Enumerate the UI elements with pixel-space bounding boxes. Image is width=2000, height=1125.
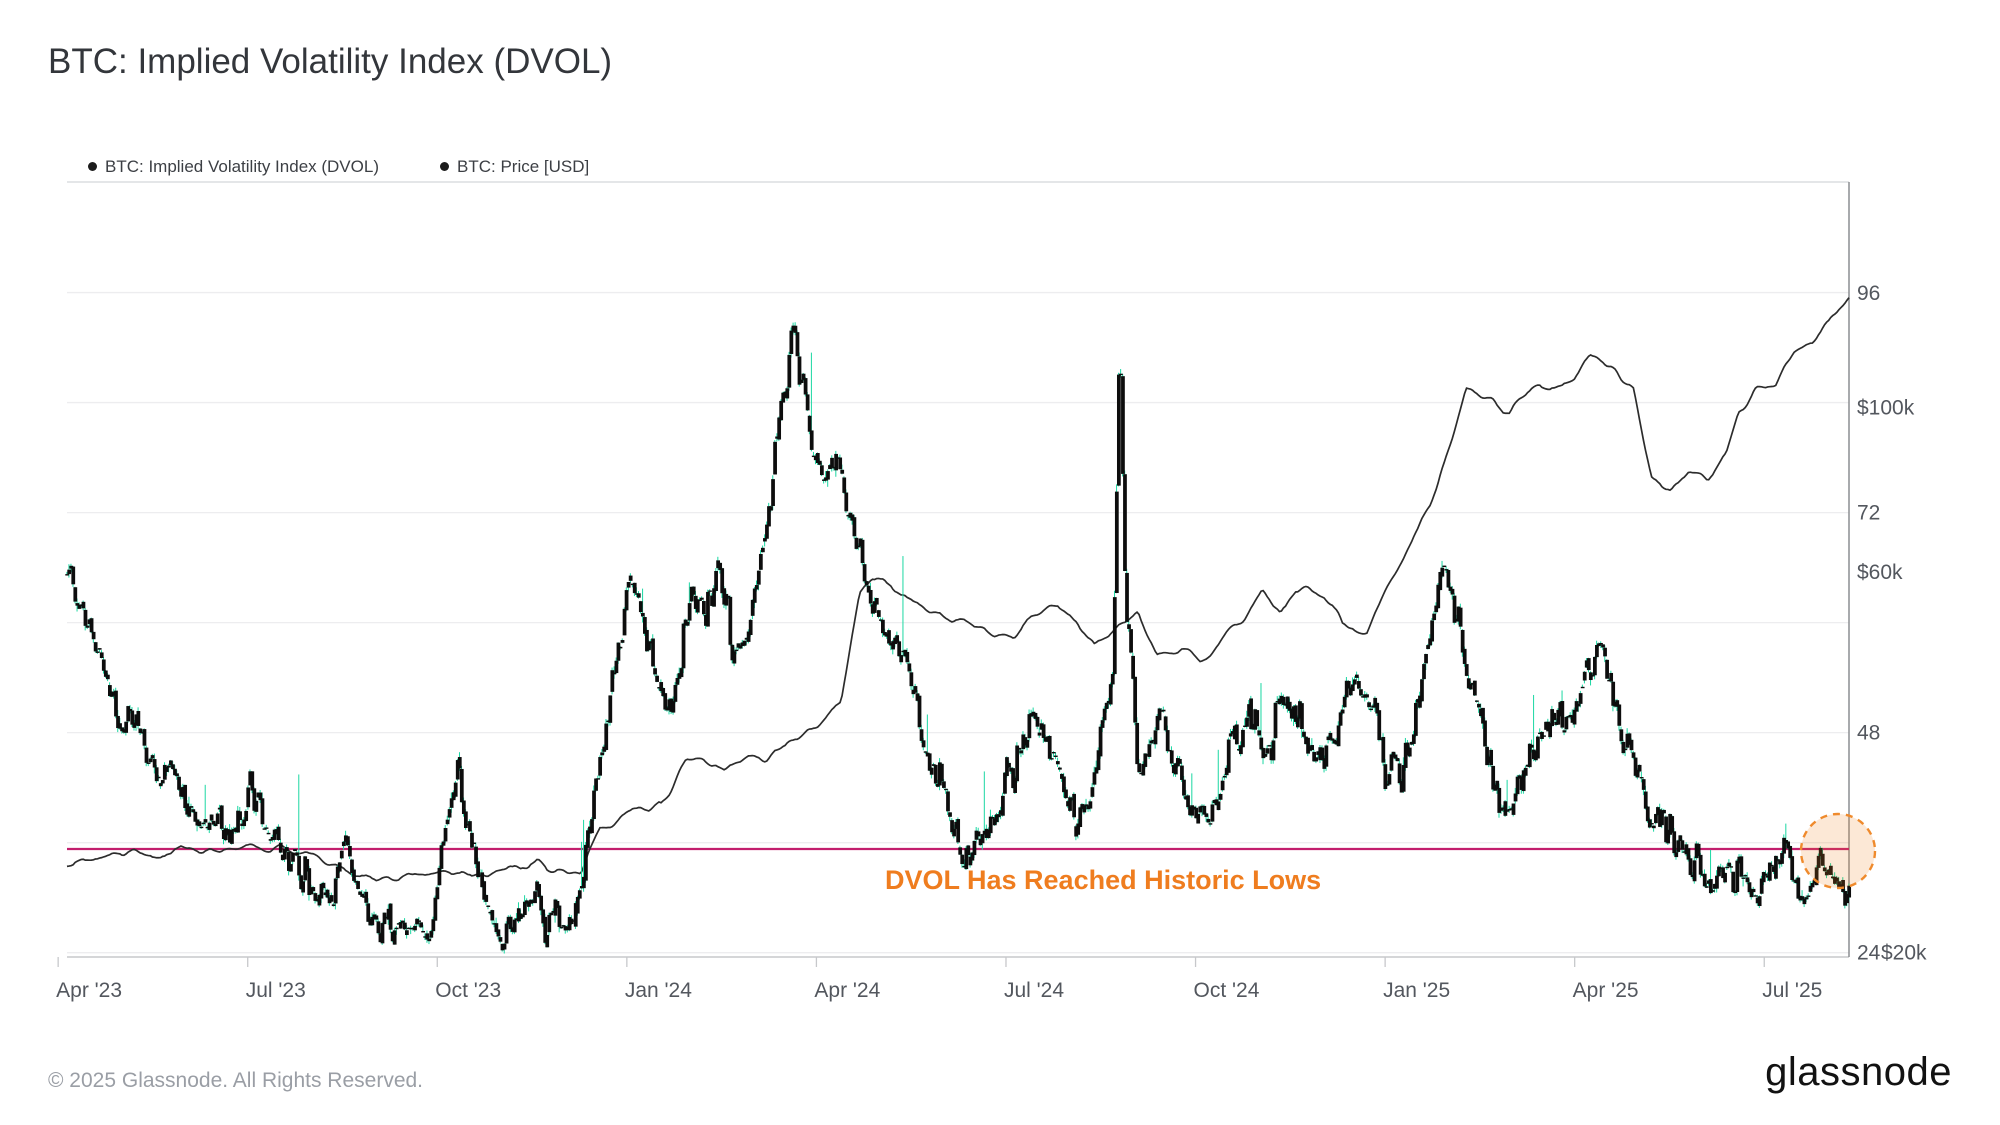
svg-text:48: 48	[1857, 722, 1880, 745]
svg-text:Oct '23: Oct '23	[435, 979, 501, 1002]
svg-text:$60k: $60k	[1857, 561, 1903, 584]
svg-text:DVOL Has Reached Historic Lows: DVOL Has Reached Historic Lows	[885, 865, 1321, 895]
svg-text:Apr '23: Apr '23	[56, 979, 122, 1002]
svg-text:Oct '24: Oct '24	[1194, 979, 1260, 1002]
svg-text:72: 72	[1857, 502, 1880, 525]
svg-text:96: 96	[1857, 282, 1880, 305]
svg-text:Jan '25: Jan '25	[1383, 979, 1450, 1002]
svg-text:$20k: $20k	[1881, 942, 1927, 965]
svg-text:$100k: $100k	[1857, 397, 1915, 420]
svg-text:Apr '25: Apr '25	[1573, 979, 1639, 1002]
svg-text:Jul '25: Jul '25	[1762, 979, 1822, 1002]
svg-text:Apr '24: Apr '24	[814, 979, 880, 1002]
svg-text:Jul '24: Jul '24	[1004, 979, 1064, 1002]
svg-text:Jan '24: Jan '24	[625, 979, 692, 1002]
svg-text:Jul '23: Jul '23	[246, 979, 306, 1002]
svg-text:24: 24	[1857, 942, 1881, 965]
